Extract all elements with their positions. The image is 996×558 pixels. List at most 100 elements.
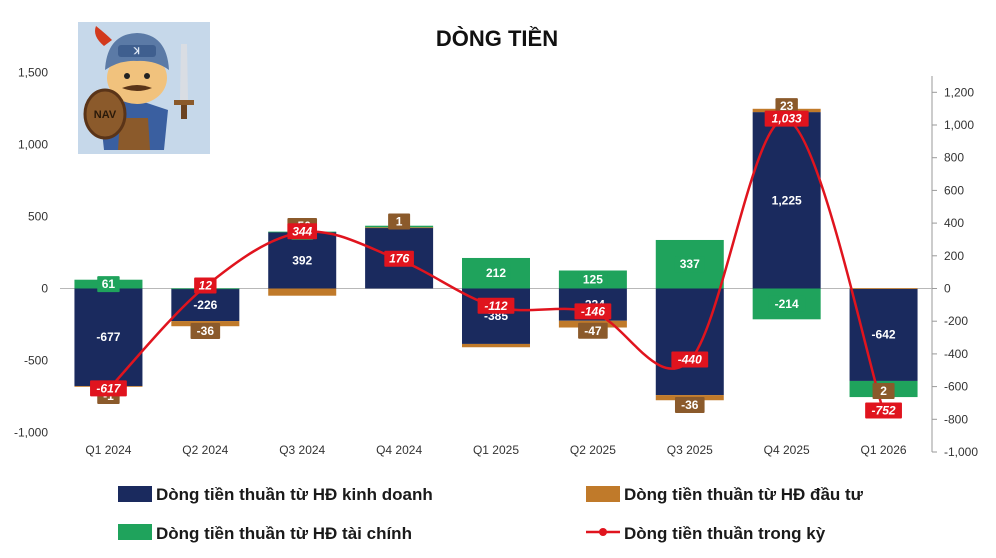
right-tick-label: -400: [944, 347, 968, 361]
investing-data-label: -36: [681, 398, 699, 412]
investing-data-label-box: [578, 322, 608, 339]
operating-data-label: -642: [872, 328, 896, 342]
right-tick-label: 600: [944, 183, 964, 197]
operating-data-label: -677: [96, 330, 120, 344]
financing-data-label-box: [481, 265, 511, 282]
svg-text:ꓘ: ꓘ: [133, 46, 140, 56]
investing-bar: [268, 288, 337, 296]
legend-item-operating: Dòng tiền thuần từ HĐ kinh doanh: [118, 485, 433, 504]
legend-marker-net: [599, 528, 607, 536]
x-tick-label: Q2 2024: [182, 443, 228, 457]
investing-data-label-box: [674, 397, 705, 414]
right-tick-label: -1,000: [944, 445, 978, 459]
right-tick-label: 800: [944, 151, 964, 165]
x-tick-label: Q1 2025: [473, 443, 519, 457]
right-tick-label: 200: [944, 249, 964, 263]
legend-swatch-operating: [118, 486, 152, 502]
investing-bar: [462, 343, 530, 348]
operating-bar: [171, 288, 240, 322]
x-tick-label: Q1 2026: [861, 443, 907, 457]
operating-data-label: -226: [193, 298, 217, 312]
net-data-label: -112: [484, 299, 507, 313]
net-data-label: 1,033: [772, 112, 802, 126]
net-data-label: 12: [199, 279, 213, 293]
left-tick-label: -500: [24, 354, 48, 368]
net-data-label-box: [477, 297, 515, 314]
left-tick-label: 1,500: [18, 66, 48, 80]
financing-data-label-box: [578, 271, 608, 288]
legend-swatch-financing: [118, 524, 152, 540]
left-tick-label: 0: [41, 282, 48, 296]
right-y-axis: -1,000 -800 -600 -400 -200 0 200 400 600 800 1,000…: [931, 75, 978, 459]
investing-data-label: 23: [780, 99, 794, 113]
net-data-label-box: [865, 402, 902, 419]
investing-data-label: 1: [396, 214, 403, 228]
operating-data-label: 1,225: [772, 193, 802, 207]
legend-label-net: Dòng tiền thuần trong kỳ: [624, 524, 826, 543]
investing-data-label-box: [775, 98, 798, 115]
operating-data-label: 392: [292, 253, 312, 267]
x-tick-label: Q4 2024: [376, 443, 422, 457]
investing-data-label-box: [872, 382, 895, 399]
investing-data-label: 2: [880, 384, 887, 398]
operating-bar: [74, 288, 143, 386]
financing-data-label-box: [768, 295, 806, 312]
right-tick-label: 400: [944, 216, 964, 230]
net-data-label: -146: [581, 304, 605, 318]
left-y-axis: -1,000 -500 0 500 1,000 1,500: [14, 66, 48, 440]
net-data-label: -752: [872, 403, 896, 417]
operating-bar: [268, 232, 337, 289]
net-data-label: -440: [678, 352, 702, 366]
legend-label-financing: Dòng tiền thuần từ HĐ tài chính: [156, 524, 412, 543]
x-tick-label: Q1 2024: [85, 443, 131, 457]
chart-title: DÒNG TIỀN: [436, 26, 558, 51]
net-data-label-box: [384, 250, 414, 267]
left-tick-label: 1,000: [18, 138, 48, 152]
financing-data-label-box: [674, 256, 705, 273]
right-tick-label: -200: [944, 314, 968, 328]
data-labels-group: -677-161-617-226-3612392-5033444241176-3…: [90, 98, 902, 419]
legend-label-operating: Dòng tiền thuần từ HĐ kinh doanh: [156, 485, 433, 504]
financing-data-label: 212: [486, 266, 506, 280]
right-tick-label: 1,000: [944, 118, 974, 132]
financing-data-label: -214: [775, 297, 799, 311]
investing-data-label-box: [190, 323, 221, 340]
legend: Dòng tiền thuần từ HĐ kinh doanh Dòng ti…: [118, 485, 864, 543]
legend-item-financing: Dòng tiền thuần từ HĐ tài chính: [118, 524, 412, 543]
x-tick-label: Q4 2025: [764, 443, 810, 457]
x-tick-label: Q2 2025: [570, 443, 616, 457]
x-tick-label: Q3 2025: [667, 443, 713, 457]
net-data-label-box: [194, 277, 217, 294]
net-data-label-box: [287, 223, 318, 240]
net-data-label: 176: [389, 252, 409, 266]
knight-mascot-image: ꓘ NAV: [78, 22, 210, 154]
net-data-label: -617: [96, 381, 121, 395]
legend-swatch-investing: [586, 486, 620, 502]
legend-item-investing: Dòng tiền thuần từ HĐ đầu tư: [586, 485, 864, 504]
x-tick-label: Q3 2024: [279, 443, 325, 457]
mascot-badge-text: NAV: [94, 109, 117, 121]
right-tick-label: 0: [944, 282, 951, 296]
net-data-label: 344: [292, 224, 312, 238]
financing-data-label: 61: [102, 277, 116, 291]
investing-data-label: -36: [197, 324, 215, 338]
left-tick-label: -1,000: [14, 426, 48, 440]
investing-data-label: -47: [584, 324, 602, 338]
net-data-label-box: [90, 380, 127, 397]
investing-bar: [849, 288, 918, 290]
right-tick-label: 1,200: [944, 85, 974, 99]
legend-label-investing: Dòng tiền thuần từ HĐ đầu tư: [624, 485, 864, 504]
operating-bar: [655, 288, 724, 396]
net-data-label-box: [671, 351, 709, 368]
financing-data-label: 337: [680, 257, 700, 271]
right-tick-label: -600: [944, 380, 968, 394]
right-tick-label: -800: [944, 412, 968, 426]
net-data-label-box: [764, 110, 809, 127]
left-tick-label: 500: [28, 210, 48, 224]
operating-bar: [849, 288, 918, 381]
net-data-label-box: [574, 303, 612, 320]
operating-bar: [752, 112, 821, 289]
financing-data-label: 125: [583, 273, 603, 287]
legend-item-net: Dòng tiền thuần trong kỳ: [586, 524, 826, 543]
